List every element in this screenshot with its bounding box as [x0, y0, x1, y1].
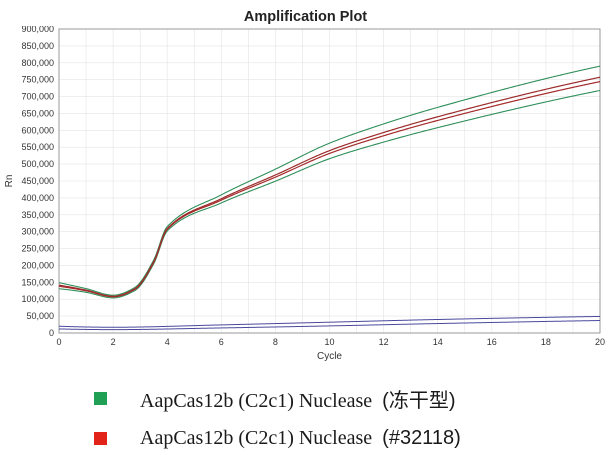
svg-text:14: 14 [433, 337, 443, 347]
svg-text:450,000: 450,000 [21, 176, 54, 186]
svg-text:20: 20 [595, 337, 605, 347]
svg-text:8: 8 [273, 337, 278, 347]
svg-text:Cycle: Cycle [317, 351, 342, 362]
svg-text:250,000: 250,000 [21, 244, 54, 254]
svg-text:0: 0 [56, 337, 61, 347]
svg-text:700,000: 700,000 [21, 92, 54, 102]
svg-text:200,000: 200,000 [21, 260, 54, 270]
svg-text:800,000: 800,000 [21, 58, 54, 68]
svg-text:6: 6 [219, 337, 224, 347]
svg-text:900,000: 900,000 [21, 26, 54, 34]
svg-text:850,000: 850,000 [21, 41, 54, 51]
svg-text:16: 16 [487, 337, 497, 347]
svg-text:4: 4 [165, 337, 170, 347]
svg-text:750,000: 750,000 [21, 75, 54, 85]
svg-text:12: 12 [379, 337, 389, 347]
svg-text:0: 0 [49, 328, 54, 338]
svg-text:100,000: 100,000 [21, 294, 54, 304]
svg-text:400,000: 400,000 [21, 193, 54, 203]
svg-text:10: 10 [324, 337, 334, 347]
svg-text:600,000: 600,000 [21, 125, 54, 135]
svg-text:Rn: Rn [4, 175, 15, 188]
svg-text:2: 2 [111, 337, 116, 347]
svg-text:500,000: 500,000 [21, 159, 54, 169]
svg-text:650,000: 650,000 [21, 108, 54, 118]
svg-text:50,000: 50,000 [26, 311, 54, 321]
svg-text:550,000: 550,000 [21, 142, 54, 152]
svg-text:150,000: 150,000 [21, 277, 54, 287]
svg-text:18: 18 [541, 337, 551, 347]
svg-text:300,000: 300,000 [21, 227, 54, 237]
svg-text:350,000: 350,000 [21, 210, 54, 220]
